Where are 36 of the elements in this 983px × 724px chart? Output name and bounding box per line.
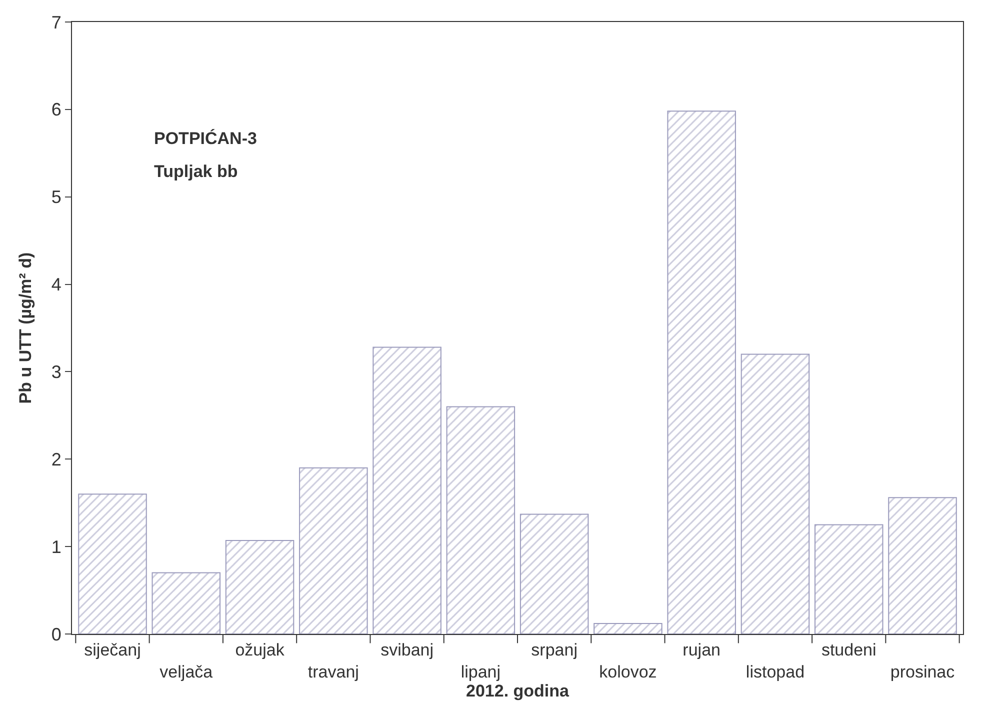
y-axis-title: Pb u UTT (µg/m² d) [16,252,35,404]
bar [814,524,884,634]
x-tick-label: listopad [746,662,805,682]
x-tick-label: rujan [682,640,720,660]
annotation: Tupljak bb [154,162,238,181]
bar [888,497,957,634]
bar [520,514,589,634]
x-tick-label: travanj [308,662,359,682]
y-tick-label: 6 [51,100,62,120]
x-tick-label: svibanj [380,640,434,660]
x-tick-label: ožujak [235,640,285,660]
y-tick-label: 0 [51,624,62,644]
y-tick-label: 1 [51,536,62,557]
bar [667,110,736,634]
x-tick-label: srpanj [531,640,578,660]
x-tick-label: siječanj [84,640,141,660]
x-tick-label: kolovoz [599,662,657,682]
y-tick-label: 4 [51,274,62,295]
y-tick-label: 5 [51,187,62,208]
y-tick-label: 7 [51,12,62,32]
bar [446,406,516,634]
annotation: POTPIĆAN-3 [154,128,257,148]
y-tick-label: 2 [51,449,62,470]
bar [78,494,147,634]
bar [740,354,810,634]
bar [225,540,294,634]
y-tick-label: 3 [51,362,62,382]
x-tick-label: veljača [160,662,214,682]
bar [372,346,442,634]
bar [299,467,368,634]
bar [152,572,221,634]
x-tick-label: lipanj [460,662,501,682]
x-axis-title: 2012. godina [466,682,570,700]
bar [594,623,662,634]
x-tick-label: prosinac [890,662,956,682]
x-tick-label: studeni [821,640,876,660]
